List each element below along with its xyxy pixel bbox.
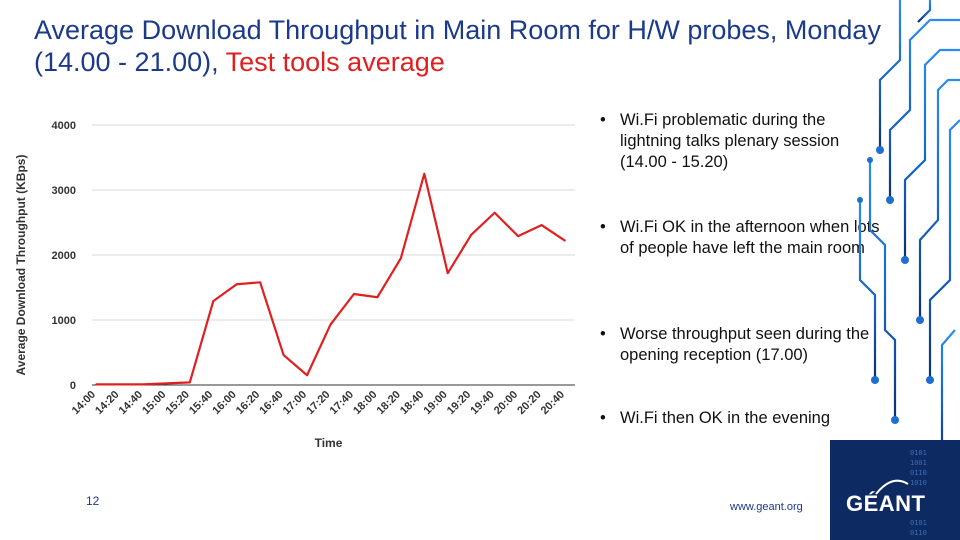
x-tick-label: 19:20	[445, 389, 473, 417]
bullet-dot-icon: •	[600, 111, 606, 129]
data-point	[306, 374, 308, 377]
x-tick-label: 16:00	[210, 389, 238, 417]
x-tick-label: 18:00	[351, 389, 379, 417]
data-point	[95, 383, 97, 386]
x-tick-label: 16:20	[234, 389, 262, 417]
x-tick-label: 19:40	[468, 389, 496, 417]
svg-text:0101: 0101	[910, 519, 927, 527]
x-tick-label: 14:20	[93, 389, 121, 417]
data-point	[165, 382, 168, 385]
data-point	[189, 381, 191, 384]
bullet-text: Wi.Fi OK in the afternoon when lots of p…	[620, 218, 880, 257]
bullet-item: • Wi.Fi OK in the afternoon when lots of…	[600, 217, 885, 259]
y-tick-label: 3000	[52, 185, 76, 197]
x-tick-label: 14:40	[117, 389, 145, 417]
data-point	[212, 300, 215, 302]
data-point	[259, 281, 261, 284]
bullet-item: • Wi.Fi problematic during the lightning…	[600, 110, 885, 173]
bullet-item: • Wi.Fi then OK in the evening	[600, 408, 885, 429]
x-tick-label: 20:20	[515, 389, 543, 417]
data-point	[376, 296, 379, 299]
x-tick-label: 15:40	[187, 389, 215, 417]
footer-url: www.geant.org	[730, 501, 803, 513]
geant-logo: GÉANT	[846, 491, 926, 516]
data-point	[400, 257, 402, 260]
data-point	[329, 323, 332, 326]
x-tick-label: 19:00	[421, 389, 449, 417]
bullet-text: Wi.Fi then OK in the evening	[620, 409, 831, 427]
data-point	[470, 234, 473, 236]
svg-text:0110: 0110	[910, 469, 927, 477]
x-tick-label: 14:00	[70, 389, 98, 417]
title-main: Average Download Throughput in Main Room…	[34, 15, 881, 77]
bullet-dot-icon: •	[600, 218, 606, 236]
bullet-text: Wi.Fi problematic during the lightning t…	[620, 111, 840, 171]
y-tick-label: 0	[70, 380, 76, 392]
y-tick-label: 1000	[52, 315, 76, 327]
line-chart: 0100020003000400014:0014:2014:4015:0015:…	[14, 120, 575, 450]
slide-title: Average Download Throughput in Main Room…	[34, 14, 894, 78]
x-tick-label: 18:20	[375, 389, 403, 417]
y-axis-label: Average Download Throughput (KBps)	[14, 155, 28, 376]
data-point	[118, 383, 121, 386]
svg-text:1001: 1001	[910, 459, 927, 467]
data-point	[446, 272, 449, 274]
data-point	[353, 293, 355, 295]
x-axis-label: Time	[315, 436, 343, 450]
series-line	[96, 172, 566, 386]
x-tick-label: 17:20	[304, 389, 332, 417]
data-point	[564, 239, 566, 242]
data-point	[540, 224, 543, 226]
y-tick-label: 4000	[52, 120, 76, 132]
bullet-text: Worse throughput seen during the opening…	[620, 325, 870, 364]
slide-number: 12	[86, 494, 100, 508]
data-point	[235, 283, 238, 286]
bullet-dot-icon: •	[600, 325, 606, 343]
svg-text:1010: 1010	[910, 479, 927, 487]
x-tick-label: 20:00	[492, 389, 520, 417]
svg-text:0110: 0110	[910, 529, 927, 537]
x-tick-label: 18:40	[398, 389, 426, 417]
data-point	[423, 172, 426, 175]
x-tick-label: 16:40	[257, 389, 285, 417]
data-point	[282, 354, 285, 356]
bullet-dot-icon: •	[600, 409, 606, 427]
x-tick-label: 17:00	[281, 389, 309, 417]
bullet-item: • Worse throughput seen during the openi…	[600, 324, 885, 366]
y-tick-label: 2000	[52, 250, 76, 262]
svg-text:0101: 0101	[910, 449, 927, 457]
data-point	[493, 211, 496, 214]
title-accent: Test tools average	[225, 47, 445, 77]
x-tick-label: 15:00	[140, 389, 168, 417]
circuit-decoration: 0101 1001 0110 1010 0101 0110	[830, 0, 960, 540]
data-point	[517, 235, 519, 237]
x-tick-label: 17:40	[328, 389, 356, 417]
x-tick-label: 15:20	[164, 389, 192, 417]
logo-swoosh-icon	[875, 479, 909, 495]
x-tick-label: 20:40	[539, 389, 567, 417]
data-point	[142, 383, 144, 386]
